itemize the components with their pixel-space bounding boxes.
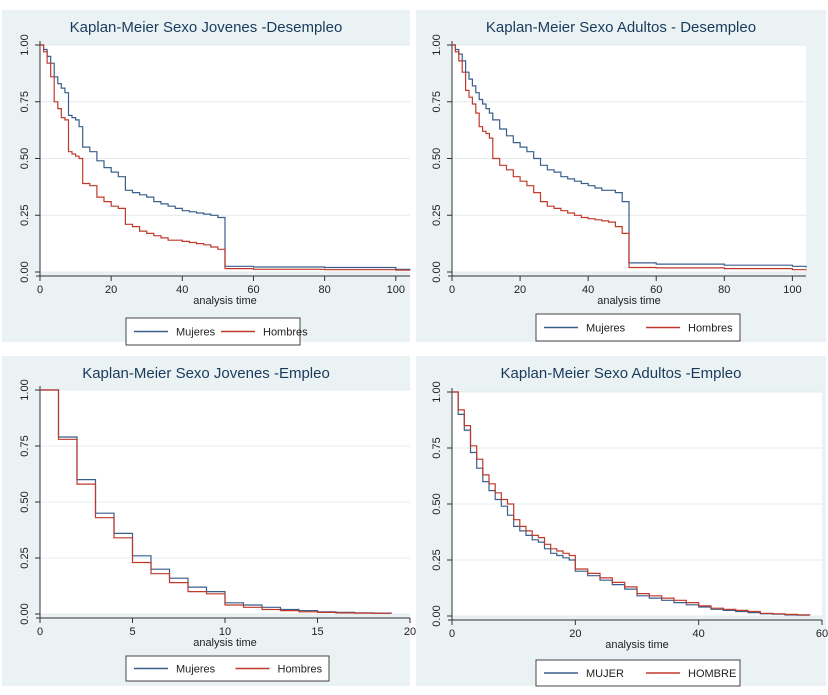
chart-jd: 0.00 0.25 0.50 0.75 1.00 0 20 40 60 80 100 analysis…: [2, 10, 411, 346]
legend: Mujeres Hombres: [535, 313, 741, 342]
y-tick-label: 0.25: [19, 205, 31, 226]
legend-box: [535, 313, 741, 342]
x-tick-label: 10: [219, 626, 231, 638]
x-tick-label: 0: [449, 628, 455, 640]
y-tick-label: 0.75: [431, 437, 443, 458]
x-tick-label: 40: [693, 628, 705, 640]
x-tick-label: 60: [816, 628, 828, 640]
chart-ad: 0.00 0.25 0.50 0.75 1.00 0 20 40 60 80 100 analysis…: [416, 10, 826, 342]
legend: Mujeres Hombres: [125, 317, 308, 346]
y-tick-label: 0.75: [431, 91, 443, 112]
x-tick-label: 100: [783, 284, 801, 296]
x-tick-label: 20: [569, 628, 581, 640]
y-tick-label: 1.00: [431, 34, 443, 55]
legend-label: HOMBRE: [688, 668, 736, 680]
y-tick-label: 0.75: [19, 91, 31, 112]
y-tick-label: 1.00: [431, 381, 443, 402]
legend-label: Mujeres: [176, 327, 216, 339]
y-tick-label: 0.00: [431, 605, 443, 626]
y-tick-label: 1.00: [19, 34, 31, 55]
y-tick-label: 0.00: [19, 261, 31, 282]
legend: Mujeres Hombres: [125, 655, 330, 682]
series-line-hombres: [40, 389, 392, 614]
x-tick-label: 100: [387, 284, 405, 296]
x-tick-label: 20: [105, 284, 117, 296]
chart-title: Kaplan-Meier Sexo Adultos - Desempleo: [486, 19, 756, 36]
y-tick-label: 1.00: [19, 379, 31, 400]
y-tick-label: 0.50: [431, 148, 443, 169]
series-line-hombres: [40, 44, 410, 271]
y-tick-label: 0.00: [19, 603, 31, 624]
x-tick-label: 40: [582, 284, 594, 296]
series-line-hombre: [452, 391, 811, 616]
y-tick-label: 0.25: [431, 549, 443, 570]
y-tick-label: 0.50: [431, 493, 443, 514]
legend-label: Mujeres: [586, 323, 626, 335]
x-tick-label: 15: [311, 626, 323, 638]
legend-label: Mujeres: [176, 664, 216, 676]
chart-je: 0.00 0.25 0.50 0.75 1.00 0 5 10 15 20 analysis tim…: [2, 356, 416, 686]
y-tick-label: 0.50: [19, 491, 31, 512]
legend-label: Hombres: [688, 323, 733, 335]
legend-label: MUJER: [586, 668, 624, 680]
y-tick-label: 0.25: [431, 205, 443, 226]
chart-title: Kaplan-Meier Sexo Adultos -Empleo: [501, 365, 742, 382]
y-tick-label: 0.75: [19, 435, 31, 456]
x-tick-label: 0: [37, 626, 43, 638]
x-tick-label: 80: [318, 284, 330, 296]
legend-label: Hombres: [263, 327, 308, 339]
x-tick-label: 0: [449, 284, 455, 296]
x-tick-label: 0: [37, 284, 43, 296]
chart-title: Kaplan-Meier Sexo Jovenes -Desempleo: [70, 19, 343, 36]
y-tick-label: 0.50: [19, 148, 31, 169]
legend-label: Hombres: [278, 664, 323, 676]
x-tick-label: 60: [247, 284, 259, 296]
x-tick-label: 5: [129, 626, 135, 638]
x-tick-label: 20: [514, 284, 526, 296]
legend: MUJER HOMBRE: [535, 659, 741, 687]
y-tick-label: 0.25: [19, 547, 31, 568]
x-axis-label: analysis time: [597, 295, 661, 307]
chart-ae: 0.00 0.25 0.50 0.75 1.00 0 20 40 60 analysis time…: [416, 356, 828, 687]
x-axis-label: analysis time: [193, 637, 257, 649]
x-tick-label: 40: [176, 284, 188, 296]
y-tick-label: 0.00: [431, 261, 443, 282]
series-line-mujeres: [40, 44, 411, 270]
chart-title: Kaplan-Meier Sexo Jovenes -Empleo: [82, 365, 330, 382]
series-line-hombres: [452, 44, 807, 271]
x-tick-label: 20: [404, 626, 416, 638]
x-axis-label: analysis time: [605, 639, 669, 651]
series-line-mujeres: [452, 44, 807, 268]
x-axis-label: analysis time: [193, 295, 257, 307]
x-tick-label: 60: [650, 284, 662, 296]
x-tick-label: 80: [718, 284, 730, 296]
